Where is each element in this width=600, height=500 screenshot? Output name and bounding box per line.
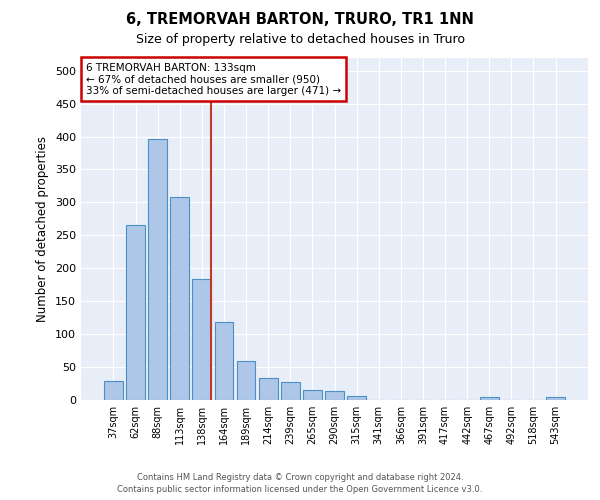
Text: 6 TREMORVAH BARTON: 133sqm
← 67% of detached houses are smaller (950)
33% of sem: 6 TREMORVAH BARTON: 133sqm ← 67% of deta… — [86, 62, 341, 96]
Bar — [325, 391, 344, 400]
Bar — [193, 279, 211, 400]
Text: 6, TREMORVAH BARTON, TRURO, TR1 1NN: 6, TREMORVAH BARTON, TRURO, TR1 1NN — [126, 12, 474, 28]
Bar — [347, 396, 366, 400]
Bar — [215, 322, 233, 400]
Bar — [170, 197, 189, 400]
Bar — [281, 382, 299, 400]
Bar — [104, 381, 123, 400]
Text: Contains public sector information licensed under the Open Government Licence v3: Contains public sector information licen… — [118, 485, 482, 494]
Bar — [259, 378, 278, 400]
Bar — [236, 361, 256, 400]
Y-axis label: Number of detached properties: Number of detached properties — [37, 136, 49, 322]
Bar — [148, 138, 167, 400]
Bar — [480, 396, 499, 400]
Bar — [303, 390, 322, 400]
Text: Contains HM Land Registry data © Crown copyright and database right 2024.: Contains HM Land Registry data © Crown c… — [137, 472, 463, 482]
Bar — [546, 396, 565, 400]
Bar — [126, 226, 145, 400]
Text: Size of property relative to detached houses in Truro: Size of property relative to detached ho… — [136, 32, 464, 46]
